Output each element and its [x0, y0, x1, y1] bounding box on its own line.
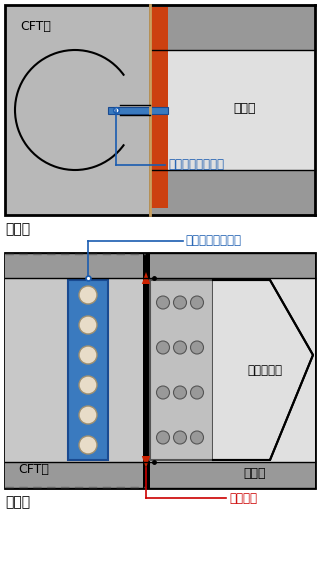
Circle shape — [173, 341, 187, 354]
Bar — [143, 253, 150, 488]
Circle shape — [190, 296, 204, 309]
Text: 鉄骨梁: 鉄骨梁 — [244, 467, 266, 480]
Circle shape — [79, 436, 97, 454]
Circle shape — [156, 431, 170, 444]
Text: 鉄骨梁: 鉄骨梁 — [234, 102, 256, 115]
Bar — [5, 5, 150, 215]
Circle shape — [156, 296, 170, 309]
Text: CFT柱: CFT柱 — [20, 20, 51, 33]
Bar — [150, 50, 315, 170]
Circle shape — [79, 376, 97, 394]
Bar — [150, 7, 168, 208]
Bar — [150, 170, 315, 215]
Circle shape — [79, 286, 97, 304]
Bar — [150, 5, 315, 215]
Circle shape — [79, 316, 97, 334]
Bar — [5, 278, 145, 462]
Polygon shape — [213, 280, 313, 460]
Text: 孔あき鋼板ジベル: 孔あき鋼板ジベル — [168, 158, 224, 171]
Text: 下向溶接: 下向溶接 — [229, 492, 257, 505]
Bar — [108, 107, 168, 114]
Bar — [5, 462, 315, 488]
Bar — [150, 5, 315, 50]
Circle shape — [190, 431, 204, 444]
Polygon shape — [142, 272, 150, 284]
Circle shape — [15, 50, 135, 170]
Text: 断面図: 断面図 — [5, 495, 30, 509]
Bar — [150, 280, 213, 460]
Circle shape — [79, 406, 97, 424]
Text: 平面図: 平面図 — [5, 222, 30, 236]
Circle shape — [173, 386, 187, 399]
Polygon shape — [142, 456, 150, 468]
Bar — [5, 253, 315, 278]
Text: 孔あき鋼板ジベル: 孔あき鋼板ジベル — [185, 234, 241, 247]
Text: CFT柱: CFT柱 — [18, 463, 49, 476]
Bar — [120, 105, 150, 115]
Bar — [5, 253, 315, 488]
Circle shape — [173, 296, 187, 309]
Circle shape — [190, 341, 204, 354]
Text: スカラップ: スカラップ — [247, 364, 283, 377]
Circle shape — [173, 431, 187, 444]
Bar — [155, 278, 315, 462]
Circle shape — [156, 386, 170, 399]
Bar — [68, 280, 108, 460]
Circle shape — [79, 346, 97, 364]
Circle shape — [156, 341, 170, 354]
Circle shape — [190, 386, 204, 399]
